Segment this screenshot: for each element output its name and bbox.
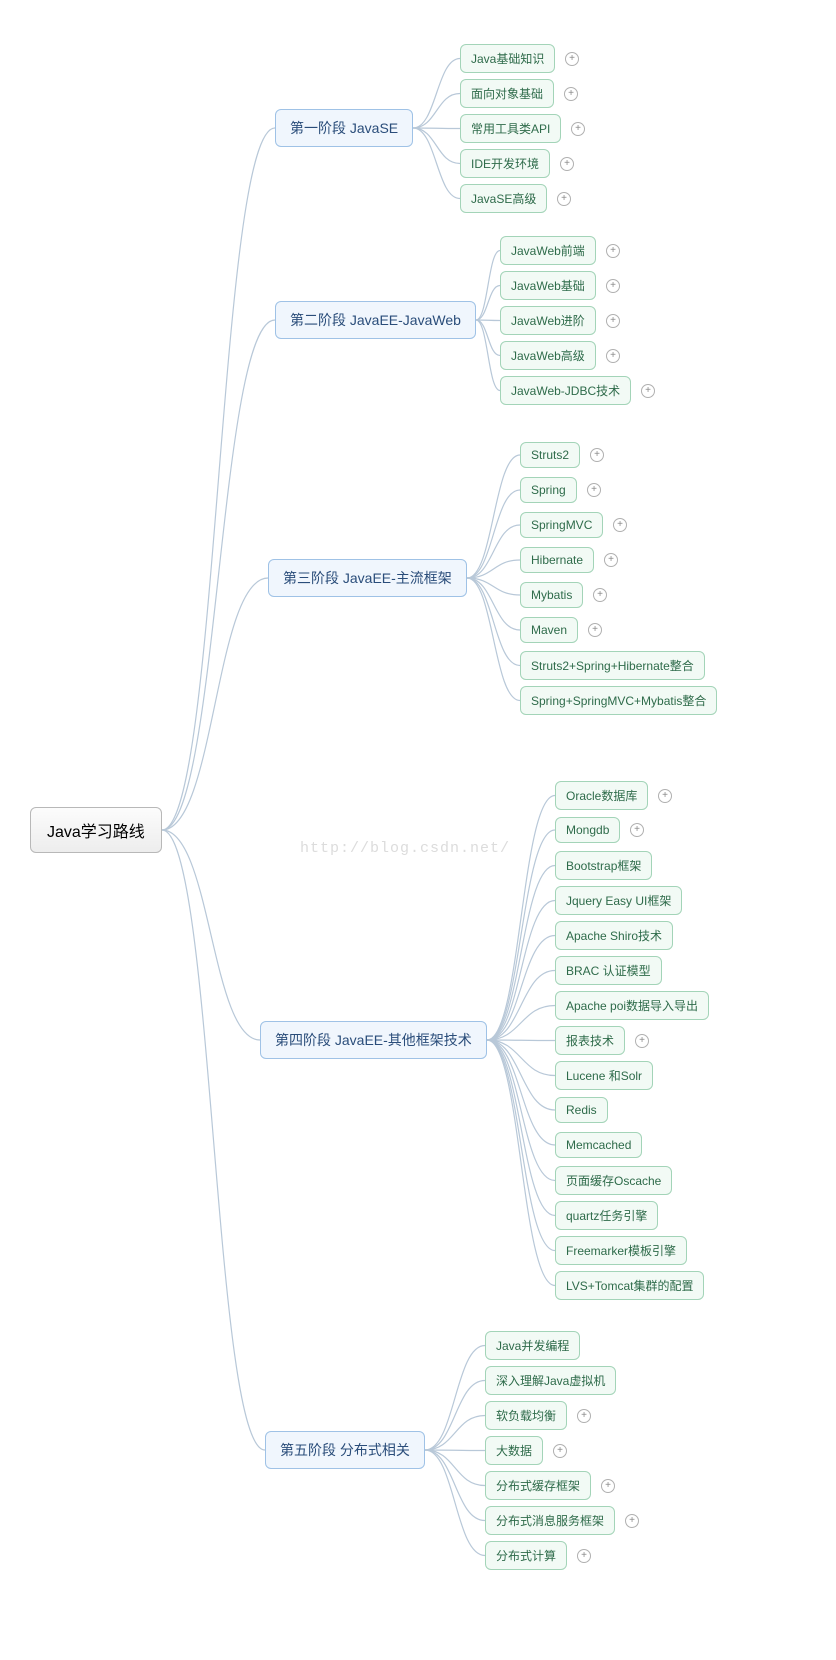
expand-icon[interactable]: +	[601, 1479, 615, 1493]
expand-icon[interactable]: +	[590, 448, 604, 462]
leaf-node[interactable]: Mongdb	[555, 817, 620, 843]
leaf-node[interactable]: IDE开发环境	[460, 149, 550, 178]
leaf-node[interactable]: Redis	[555, 1097, 608, 1123]
expand-icon[interactable]: +	[593, 588, 607, 602]
phase-node-p3[interactable]: 第三阶段 JavaEE-主流框架	[268, 559, 467, 597]
expand-icon[interactable]: +	[577, 1549, 591, 1563]
expand-icon[interactable]: +	[587, 483, 601, 497]
expand-icon[interactable]: +	[588, 623, 602, 637]
expand-icon[interactable]: +	[564, 87, 578, 101]
leaf-node[interactable]: Hibernate	[520, 547, 594, 573]
leaf-node[interactable]: LVS+Tomcat集群的配置	[555, 1271, 704, 1300]
leaf-node[interactable]: JavaSE高级	[460, 184, 547, 213]
phase-node-p5[interactable]: 第五阶段 分布式相关	[265, 1431, 425, 1469]
leaf-node[interactable]: Struts2	[520, 442, 580, 468]
mindmap-canvas: http://blog.csdn.net/ Java学习路线 第一阶段 JavaS…	[10, 20, 826, 1640]
leaf-node[interactable]: JavaWeb进阶	[500, 306, 596, 335]
expand-icon[interactable]: +	[658, 789, 672, 803]
leaf-node[interactable]: Memcached	[555, 1132, 642, 1158]
leaf-node[interactable]: Jquery Easy UI框架	[555, 886, 682, 915]
expand-icon[interactable]: +	[604, 553, 618, 567]
leaf-node[interactable]: 分布式缓存框架	[485, 1471, 591, 1500]
leaf-node[interactable]: Spring+SpringMVC+Mybatis整合	[520, 686, 717, 715]
leaf-node[interactable]: Spring	[520, 477, 577, 503]
leaf-node[interactable]: JavaWeb高级	[500, 341, 596, 370]
expand-icon[interactable]: +	[635, 1034, 649, 1048]
leaf-node[interactable]: SpringMVC	[520, 512, 603, 538]
leaf-node[interactable]: 常用工具类API	[460, 114, 561, 143]
expand-icon[interactable]: +	[560, 157, 574, 171]
leaf-node[interactable]: 大数据	[485, 1436, 543, 1465]
leaf-node[interactable]: 分布式消息服务框架	[485, 1506, 615, 1535]
expand-icon[interactable]: +	[625, 1514, 639, 1528]
leaf-node[interactable]: Mybatis	[520, 582, 583, 608]
leaf-node[interactable]: Java基础知识	[460, 44, 555, 73]
leaf-node[interactable]: Maven	[520, 617, 578, 643]
leaf-node[interactable]: Apache poi数据导入导出	[555, 991, 709, 1020]
expand-icon[interactable]: +	[571, 122, 585, 136]
expand-icon[interactable]: +	[606, 244, 620, 258]
phase-node-p2[interactable]: 第二阶段 JavaEE-JavaWeb	[275, 301, 476, 339]
leaf-node[interactable]: Apache Shiro技术	[555, 921, 673, 950]
leaf-node[interactable]: Oracle数据库	[555, 781, 648, 810]
leaf-node[interactable]: JavaWeb前端	[500, 236, 596, 265]
expand-icon[interactable]: +	[641, 384, 655, 398]
expand-icon[interactable]: +	[606, 349, 620, 363]
root-node: Java学习路线	[30, 807, 162, 853]
expand-icon[interactable]: +	[613, 518, 627, 532]
leaf-node[interactable]: Lucene 和Solr	[555, 1061, 653, 1090]
leaf-node[interactable]: 分布式计算	[485, 1541, 567, 1570]
expand-icon[interactable]: +	[557, 192, 571, 206]
expand-icon[interactable]: +	[606, 279, 620, 293]
leaf-node[interactable]: JavaWeb-JDBC技术	[500, 376, 631, 405]
leaf-node[interactable]: BRAC 认证模型	[555, 956, 662, 985]
phase-node-p1[interactable]: 第一阶段 JavaSE	[275, 109, 413, 147]
leaf-node[interactable]: Java并发编程	[485, 1331, 580, 1360]
leaf-node[interactable]: 页面缓存Oscache	[555, 1166, 672, 1195]
leaf-node[interactable]: 报表技术	[555, 1026, 625, 1055]
leaf-node[interactable]: Bootstrap框架	[555, 851, 652, 880]
leaf-node[interactable]: 软负载均衡	[485, 1401, 567, 1430]
leaf-node[interactable]: Freemarker模板引擎	[555, 1236, 687, 1265]
expand-icon[interactable]: +	[630, 823, 644, 837]
expand-icon[interactable]: +	[565, 52, 579, 66]
expand-icon[interactable]: +	[553, 1444, 567, 1458]
expand-icon[interactable]: +	[577, 1409, 591, 1423]
leaf-node[interactable]: 面向对象基础	[460, 79, 554, 108]
leaf-node[interactable]: quartz任务引擎	[555, 1201, 658, 1230]
leaf-node[interactable]: Struts2+Spring+Hibernate整合	[520, 651, 705, 680]
leaf-node[interactable]: 深入理解Java虚拟机	[485, 1366, 616, 1395]
phase-node-p4[interactable]: 第四阶段 JavaEE-其他框架技术	[260, 1021, 487, 1059]
watermark: http://blog.csdn.net/	[300, 840, 510, 857]
expand-icon[interactable]: +	[606, 314, 620, 328]
leaf-node[interactable]: JavaWeb基础	[500, 271, 596, 300]
